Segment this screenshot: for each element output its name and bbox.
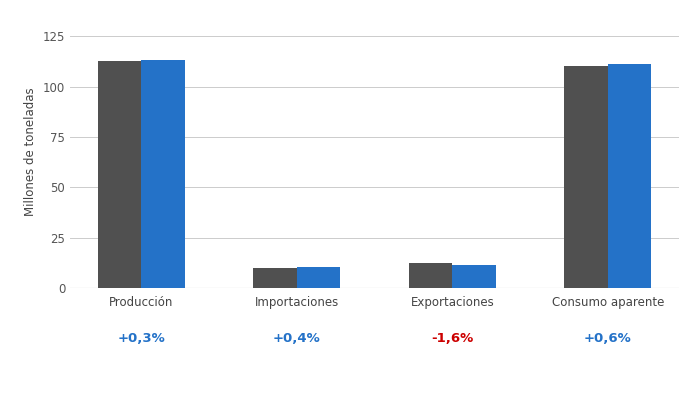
Bar	[297, 267, 340, 288]
Text: +0,4%: +0,4%	[273, 332, 321, 346]
Bar	[409, 263, 452, 288]
Y-axis label: Millones de toneladas: Millones de toneladas	[25, 88, 37, 216]
Text: +0,3%: +0,3%	[118, 332, 165, 346]
Text: +0,6%: +0,6%	[584, 332, 631, 346]
Bar	[608, 64, 651, 288]
Bar	[253, 268, 297, 288]
Bar	[141, 60, 185, 288]
Bar	[452, 265, 496, 288]
Text: -1,6%: -1,6%	[431, 332, 473, 346]
Bar	[564, 66, 608, 288]
Bar	[98, 61, 141, 288]
